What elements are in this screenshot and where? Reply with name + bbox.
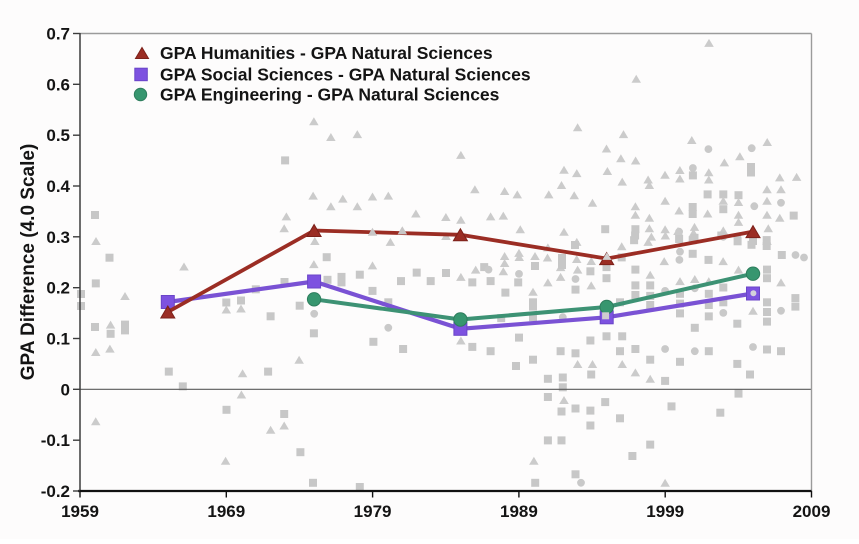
svg-text:1969: 1969 xyxy=(207,502,245,521)
svg-text:-0.1: -0.1 xyxy=(41,431,70,450)
svg-text:1989: 1989 xyxy=(500,502,538,521)
svg-text:-0.2: -0.2 xyxy=(41,482,70,501)
svg-text:0.5: 0.5 xyxy=(46,126,70,145)
svg-text:GPA Engineering - GPA Natural: GPA Engineering - GPA Natural Sciences xyxy=(160,85,500,105)
svg-text:0: 0 xyxy=(61,380,70,399)
svg-text:1999: 1999 xyxy=(646,502,684,521)
svg-text:GPA Social Sciences - GPA Natu: GPA Social Sciences - GPA Natural Scienc… xyxy=(160,65,531,85)
svg-text:GPA Difference (4.0 Scale): GPA Difference (4.0 Scale) xyxy=(18,144,39,381)
svg-text:0.7: 0.7 xyxy=(46,25,70,44)
svg-text:0.2: 0.2 xyxy=(46,279,70,298)
svg-text:0.6: 0.6 xyxy=(46,75,70,94)
svg-text:1959: 1959 xyxy=(61,502,99,521)
svg-text:0.1: 0.1 xyxy=(46,330,70,349)
svg-text:1979: 1979 xyxy=(354,502,392,521)
svg-text:0.3: 0.3 xyxy=(46,228,70,247)
svg-text:0.4: 0.4 xyxy=(46,177,70,196)
svg-text:2009: 2009 xyxy=(793,502,831,521)
svg-text:GPA Humanities - GPA Natural S: GPA Humanities - GPA Natural Sciences xyxy=(160,43,493,63)
